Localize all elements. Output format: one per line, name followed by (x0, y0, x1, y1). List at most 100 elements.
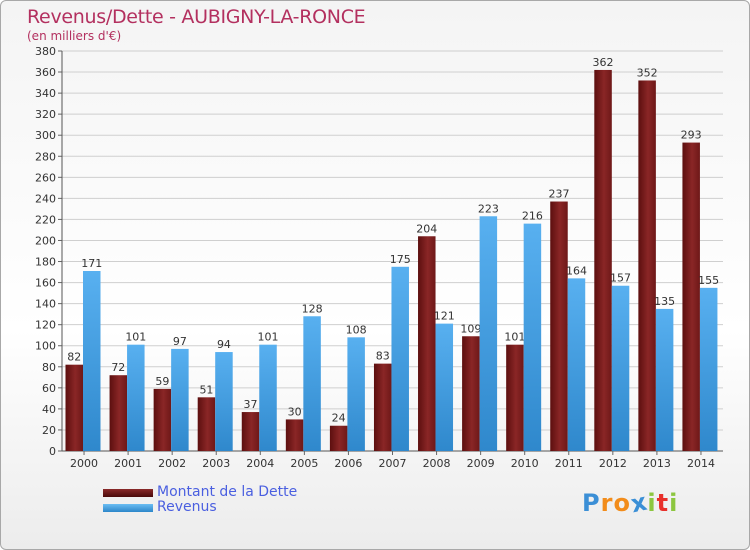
data-label-debt: 82 (67, 351, 81, 364)
bar-debt (109, 375, 128, 451)
bar-revenue (435, 323, 454, 451)
y-tick-label: 40 (42, 403, 56, 416)
y-tick-label: 320 (35, 108, 56, 121)
y-tick-label: 20 (42, 424, 56, 437)
y-tick-label: 240 (35, 192, 56, 205)
bar-revenue (523, 223, 542, 451)
brand-logo-letter: i (647, 489, 657, 517)
data-label-debt: 237 (548, 188, 569, 201)
brand-logo-letter: t (656, 489, 670, 517)
data-label-debt: 51 (199, 383, 213, 396)
y-tick-label: 80 (42, 361, 56, 374)
data-label-debt: 72 (111, 361, 125, 374)
bar-revenue (83, 271, 101, 451)
data-label-revenue: 164 (566, 264, 587, 277)
y-tick-label: 280 (35, 150, 56, 163)
data-label-revenue: 175 (390, 253, 411, 266)
bar-revenue (303, 316, 321, 451)
y-tick-label: 200 (35, 234, 56, 247)
data-label-revenue: 94 (217, 338, 231, 351)
data-label-revenue: 108 (346, 323, 367, 336)
x-tick-label: 2013 (643, 457, 671, 470)
bar-debt (418, 236, 436, 451)
y-tick-label: 300 (35, 129, 56, 142)
x-tick-label: 2011 (555, 457, 583, 470)
x-tick-label: 2002 (158, 457, 186, 470)
legend-label-revenue: Revenus (157, 499, 217, 515)
bar-debt (682, 142, 700, 451)
bar-revenue (127, 344, 145, 451)
y-tick-label: 60 (42, 382, 56, 395)
chart-title: Revenus/Dette - AUBIGNY-LA-RONCE (27, 6, 366, 28)
x-tick-label: 2004 (246, 457, 274, 470)
bar-revenue (391, 266, 409, 451)
brand-logo-letter: r (600, 489, 614, 517)
x-tick-label: 2009 (467, 457, 495, 470)
x-tick-label: 2001 (114, 457, 142, 470)
data-label-debt: 37 (244, 398, 258, 411)
bar-revenue (655, 308, 674, 451)
bar-revenue (171, 348, 189, 451)
bar-debt (594, 69, 612, 452)
bar-debt (329, 425, 348, 451)
brand-logo-letter: o (613, 489, 631, 517)
data-label-debt: 30 (288, 405, 302, 418)
y-tick-label: 180 (35, 256, 56, 269)
legend-label-debt: Montant de la Dette (157, 484, 298, 500)
y-tick-label: 0 (49, 445, 56, 458)
bar-debt (153, 388, 172, 451)
bar-revenue (611, 285, 630, 451)
y-tick-label: 120 (35, 319, 56, 332)
bar-revenue (347, 337, 365, 451)
x-tick-label: 2014 (687, 457, 715, 470)
bar-revenue (215, 352, 233, 451)
data-label-revenue: 171 (81, 257, 102, 270)
data-label-debt: 83 (376, 350, 390, 363)
data-label-revenue: 97 (173, 335, 187, 348)
y-tick-label: 220 (35, 213, 56, 226)
x-tick-label: 2010 (511, 457, 539, 470)
data-label-revenue: 155 (698, 274, 719, 287)
bar-chart: 0 20 40 60 80 100 120 140 160 180 200 220 240 260 280 3… (35, 45, 723, 470)
data-label-debt: 24 (332, 412, 346, 425)
brand-logo: Proxiti (582, 488, 678, 519)
legend-swatch-revenue (103, 504, 153, 512)
data-label-debt: 293 (681, 129, 702, 142)
bar-revenue (259, 344, 277, 451)
data-label-debt: 109 (460, 322, 481, 335)
data-label-revenue: 216 (522, 210, 543, 223)
y-tick-label: 140 (35, 298, 56, 311)
bar-revenue (699, 287, 718, 451)
x-tick-label: 2005 (290, 457, 318, 470)
data-label-revenue: 101 (258, 331, 279, 344)
y-tick-label: 160 (35, 277, 56, 290)
x-tick-label: 2003 (202, 457, 230, 470)
bar-debt (285, 419, 304, 451)
bar-debt (241, 412, 260, 451)
data-label-revenue: 101 (125, 331, 146, 344)
x-tick-label: 2008 (423, 457, 451, 470)
x-tick-label: 2006 (334, 457, 362, 470)
data-label-revenue: 223 (478, 202, 499, 215)
x-tick-label: 2007 (379, 457, 407, 470)
brand-logo-letter: P (582, 489, 601, 517)
data-label-revenue: 157 (610, 272, 631, 285)
y-tick-label: 380 (35, 45, 56, 58)
data-label-revenue: 135 (654, 295, 675, 308)
chart-subtitle: (en milliers d'€) (27, 29, 122, 43)
bar-debt (373, 363, 392, 451)
bar-debt (197, 397, 216, 451)
bar-debt (550, 201, 568, 451)
data-label-debt: 59 (155, 375, 169, 388)
y-tick-label: 260 (35, 171, 56, 184)
y-tick-label: 100 (35, 340, 56, 353)
y-tick-label: 360 (35, 66, 56, 79)
legend-swatch-debt (103, 489, 153, 497)
data-label-debt: 362 (593, 56, 614, 69)
data-label-debt: 204 (416, 222, 437, 235)
y-tick-label: 340 (35, 87, 56, 100)
bar-debt (65, 364, 83, 451)
bar-debt (506, 344, 524, 451)
bar-debt (638, 80, 656, 451)
